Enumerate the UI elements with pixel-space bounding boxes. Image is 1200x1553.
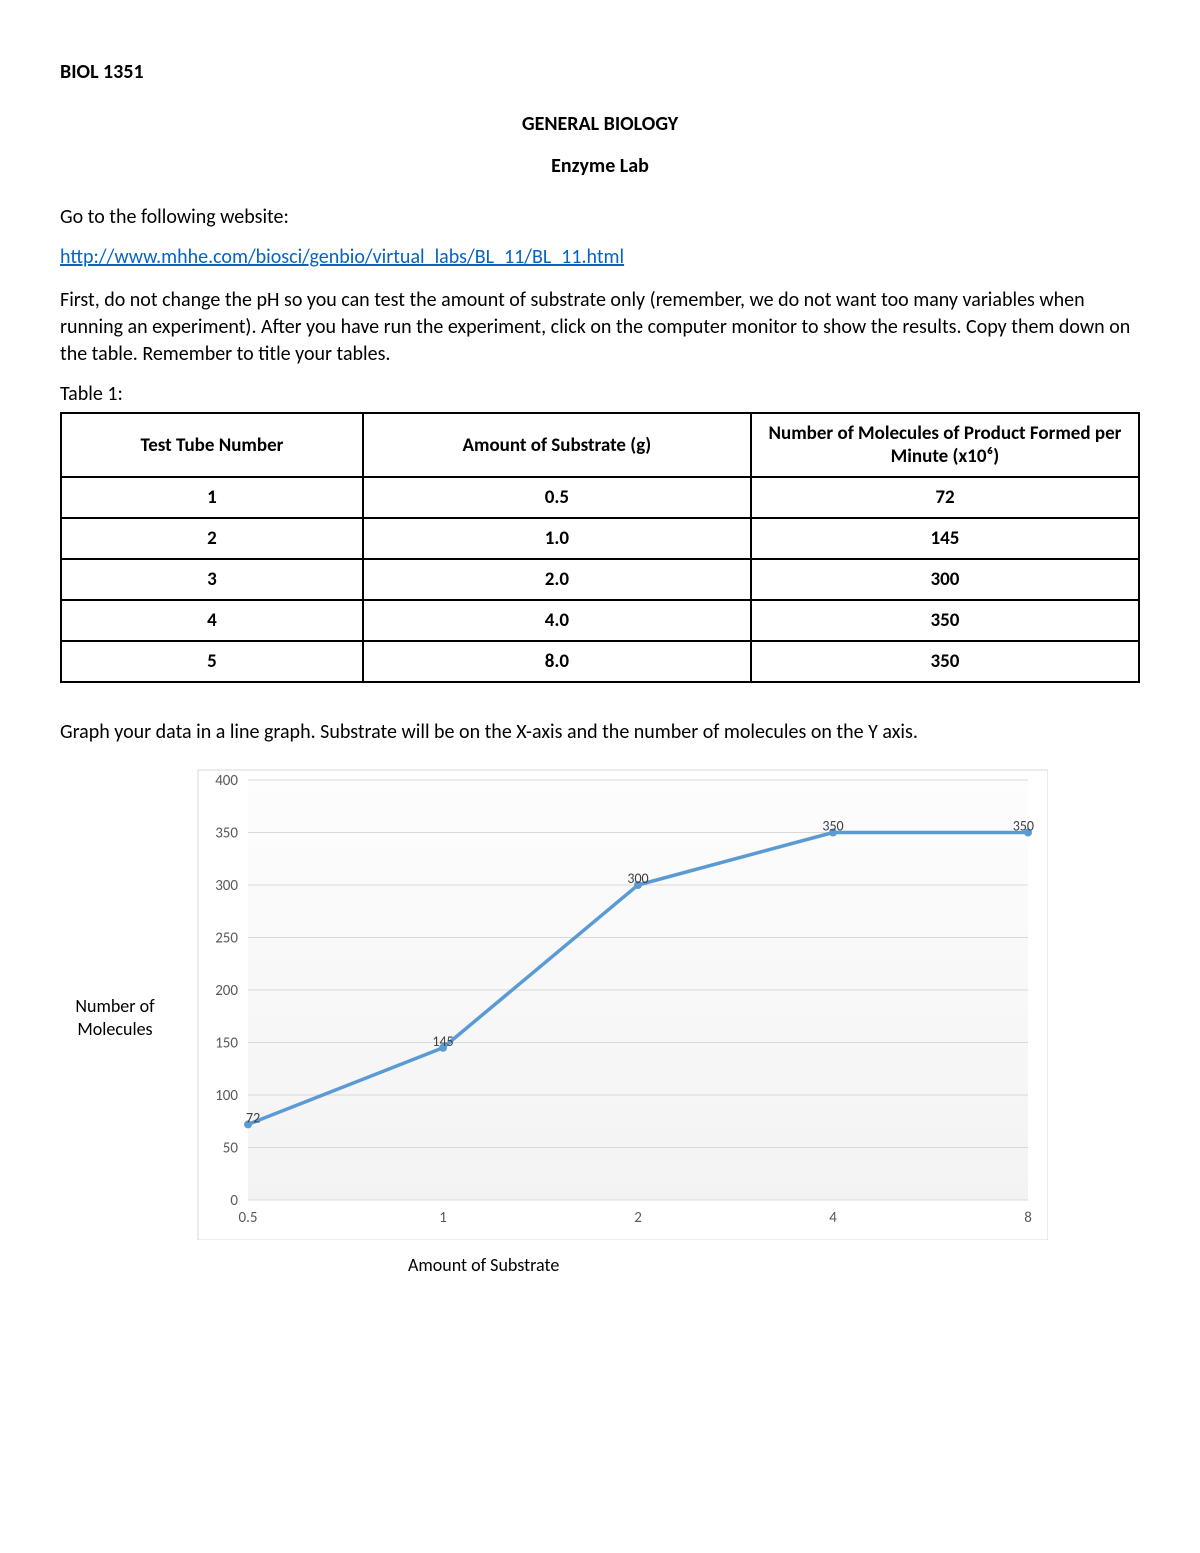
table-cell: 4.0 (363, 600, 751, 641)
table-cell: 145 (751, 518, 1139, 559)
table-row: 10.572 (61, 477, 1139, 518)
table-cell: 350 (751, 641, 1139, 682)
svg-text:1: 1 (439, 1209, 447, 1227)
svg-text:300: 300 (627, 870, 648, 887)
svg-text:400: 400 (215, 772, 238, 790)
svg-text:0.5: 0.5 (239, 1209, 258, 1227)
svg-text:350: 350 (215, 825, 238, 843)
lab-website-link[interactable]: http://www.mhhe.com/biosci/genbio/virtua… (60, 245, 624, 269)
table-row: 21.0145 (61, 518, 1139, 559)
svg-text:200: 200 (215, 982, 238, 1000)
svg-text:72: 72 (246, 1109, 260, 1126)
svg-text:150: 150 (215, 1035, 238, 1053)
table-label: Table 1: (60, 382, 1140, 406)
line-chart: 0 50 100 150 200 250 300 350 400 0.5 1 2 4 8 72 145 300 3… (178, 760, 1048, 1240)
document-page: BIOL 1351 GENERAL BIOLOGY Enzyme Lab Go … (0, 0, 1200, 1553)
table-header-cell: Number of Molecules of Product Formed pe… (751, 413, 1139, 477)
svg-text:50: 50 (223, 1140, 239, 1158)
table-row: 32.0300 (61, 559, 1139, 600)
table-cell: 2 (61, 518, 363, 559)
page-title: GENERAL BIOLOGY (60, 112, 1140, 136)
table-cell: 350 (751, 600, 1139, 641)
intro-line: Go to the following website: (60, 204, 1140, 231)
svg-text:145: 145 (432, 1033, 453, 1050)
table-cell: 3 (61, 559, 363, 600)
chart-container: Number of Molecules 0 50 100 150 200 250 300 35… (60, 760, 1140, 1276)
x-axis-title: Amount of Substrate (408, 1254, 1140, 1276)
svg-text:2: 2 (634, 1209, 642, 1227)
y-axis-title: Number of Molecules (60, 995, 170, 1042)
instructions-paragraph: First, do not change the pH so you can t… (60, 287, 1140, 368)
table-header-cell: Amount of Substrate (g) (363, 413, 751, 477)
svg-text:100: 100 (215, 1087, 238, 1105)
svg-text:8: 8 (1024, 1209, 1032, 1227)
table-cell: 0.5 (363, 477, 751, 518)
table-cell: 72 (751, 477, 1139, 518)
table-cell: 300 (751, 559, 1139, 600)
table-cell: 1 (61, 477, 363, 518)
svg-text:250: 250 (215, 930, 238, 948)
svg-text:350: 350 (1013, 818, 1034, 835)
table-cell: 1.0 (363, 518, 751, 559)
table-cell: 5 (61, 641, 363, 682)
table-row: 44.0350 (61, 600, 1139, 641)
table-row: 58.0350 (61, 641, 1139, 682)
svg-text:0: 0 (230, 1192, 238, 1210)
course-code: BIOL 1351 (60, 60, 1140, 84)
svg-text:300: 300 (215, 877, 238, 895)
table-cell: 4 (61, 600, 363, 641)
page-subtitle: Enzyme Lab (60, 154, 1140, 178)
svg-text:4: 4 (829, 1209, 837, 1227)
svg-text:350: 350 (822, 818, 843, 835)
graph-instruction: Graph your data in a line graph. Substra… (60, 719, 1140, 746)
table-cell: 8.0 (363, 641, 751, 682)
table-header-cell: Test Tube Number (61, 413, 363, 477)
table-header-row: Test Tube Number Amount of Substrate (g)… (61, 413, 1139, 477)
table-cell: 2.0 (363, 559, 751, 600)
data-table: Test Tube Number Amount of Substrate (g)… (60, 412, 1140, 683)
